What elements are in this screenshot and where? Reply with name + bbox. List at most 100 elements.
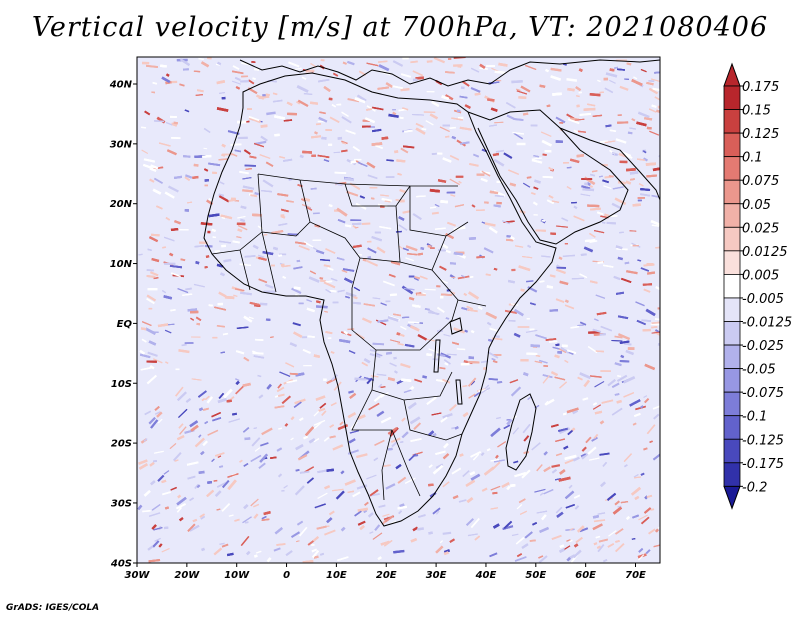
velocity-streak <box>493 204 501 208</box>
velocity-streak <box>494 121 504 124</box>
velocity-streak <box>290 531 301 538</box>
velocity-streak <box>606 221 616 225</box>
velocity-streak <box>381 197 392 203</box>
velocity-streak <box>399 116 404 120</box>
velocity-streak <box>399 503 405 508</box>
velocity-streak <box>230 153 238 157</box>
velocity-streak <box>634 476 642 479</box>
velocity-streak <box>393 549 405 554</box>
velocity-streak <box>539 526 549 533</box>
velocity-streak <box>326 468 334 472</box>
velocity-streak <box>353 286 361 292</box>
velocity-streak <box>350 160 356 164</box>
velocity-streak <box>639 405 644 409</box>
velocity-streak <box>597 261 604 264</box>
velocity-streak <box>270 456 277 460</box>
velocity-streak <box>593 433 599 439</box>
velocity-streak <box>654 96 660 101</box>
velocity-streak <box>259 154 271 159</box>
velocity-streak <box>383 539 393 547</box>
velocity-streak <box>604 213 610 218</box>
velocity-streak <box>555 438 566 443</box>
velocity-streak <box>165 361 169 364</box>
velocity-streak <box>510 303 519 306</box>
velocity-streak <box>634 495 640 501</box>
velocity-streak <box>387 447 393 451</box>
velocity-streak <box>451 427 456 430</box>
velocity-streak <box>143 438 148 442</box>
velocity-streak <box>412 213 422 221</box>
velocity-streak <box>451 135 456 140</box>
velocity-streak <box>177 494 182 499</box>
velocity-streak <box>522 256 533 259</box>
velocity-streak <box>393 356 397 360</box>
velocity-streak <box>490 507 498 510</box>
velocity-streak <box>532 201 538 206</box>
velocity-streak <box>573 543 579 548</box>
velocity-streak <box>168 185 179 193</box>
velocity-streak <box>260 124 268 128</box>
velocity-streak <box>341 269 348 273</box>
velocity-streak <box>597 79 601 83</box>
velocity-streak <box>184 109 190 113</box>
velocity-streak <box>644 117 653 121</box>
velocity-streak <box>243 504 249 510</box>
velocity-streak <box>198 470 205 475</box>
velocity-streak <box>217 398 227 404</box>
velocity-streak <box>313 438 320 443</box>
velocity-streak <box>346 190 359 197</box>
velocity-streak <box>415 122 424 128</box>
velocity-streak <box>207 481 213 484</box>
velocity-streak <box>242 177 252 180</box>
velocity-streak <box>506 114 515 120</box>
velocity-streak <box>599 420 605 425</box>
lon-tick-label: 0 <box>283 570 290 581</box>
velocity-streak <box>418 514 426 518</box>
velocity-streak <box>477 306 483 310</box>
velocity-streak <box>582 397 589 401</box>
velocity-streak <box>450 194 456 197</box>
colorbar-bottom-arrow <box>723 485 741 510</box>
velocity-streak <box>410 438 422 442</box>
velocity-streak <box>139 349 146 355</box>
velocity-streak <box>651 224 660 227</box>
velocity-streak <box>521 543 529 549</box>
velocity-streak <box>633 412 641 417</box>
velocity-streak <box>266 557 272 563</box>
velocity-streak <box>462 470 470 478</box>
velocity-streak <box>316 249 325 255</box>
velocity-streak <box>593 542 598 546</box>
velocity-streak <box>328 510 335 516</box>
velocity-streak <box>539 280 545 283</box>
velocity-streak <box>518 265 531 272</box>
velocity-streak <box>389 362 397 367</box>
colorbar-segment <box>723 368 741 393</box>
velocity-streak <box>614 362 622 367</box>
velocity-streak <box>543 451 548 456</box>
colorbar-segment <box>723 391 741 417</box>
velocity-streak <box>400 88 410 92</box>
velocity-streak <box>276 543 286 546</box>
velocity-streak <box>489 552 498 558</box>
velocity-streak <box>596 545 601 549</box>
velocity-streak <box>435 450 446 455</box>
velocity-streak <box>428 348 439 354</box>
velocity-streak <box>513 460 519 464</box>
velocity-streak <box>640 267 650 272</box>
velocity-streak <box>234 288 245 292</box>
velocity-streak <box>412 304 421 308</box>
velocity-streak <box>617 315 629 320</box>
velocity-streak <box>428 483 434 487</box>
velocity-streak <box>218 158 228 161</box>
velocity-streak <box>601 399 614 404</box>
velocity-streak <box>619 360 630 363</box>
velocity-streak <box>234 518 240 522</box>
velocity-streak <box>293 331 303 338</box>
velocity-streak <box>525 329 538 333</box>
velocity-streak <box>151 233 160 237</box>
velocity-streak <box>459 95 468 99</box>
velocity-streak <box>213 547 223 556</box>
velocity-streak <box>396 332 401 336</box>
colorbar-segment <box>723 321 741 346</box>
velocity-streak <box>373 457 379 462</box>
